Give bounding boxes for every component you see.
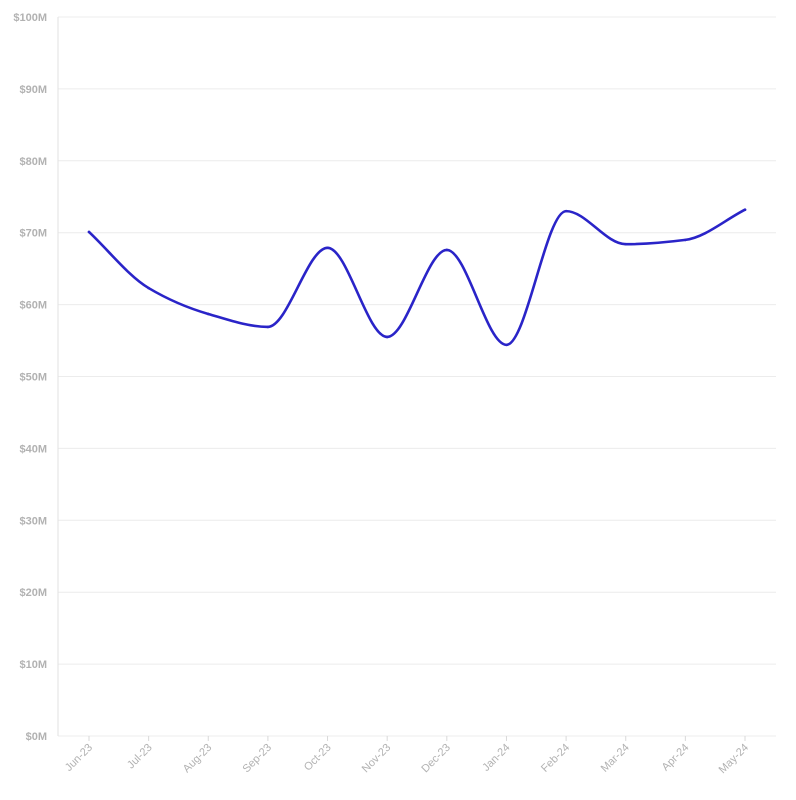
x-tick-label: Jan-24: [480, 742, 512, 774]
data-point-Aug-23: [206, 312, 210, 316]
x-tick-label: Oct-23: [302, 742, 334, 774]
series-line-0: [87, 208, 747, 347]
y-tick-label: $30M: [19, 515, 47, 527]
y-tick-label: $50M: [19, 372, 47, 384]
data-point-Jul-23: [147, 286, 150, 290]
x-tick-label: Jun-23: [63, 742, 95, 774]
y-tick-label: $60M: [19, 300, 47, 312]
x-axis-tick-labels: Jun-23 Jul-23 Aug-23 Sep-23 Oct-23 Nov-23 Dec-…: [63, 742, 751, 776]
x-tick-label: Sep-23: [240, 742, 274, 776]
x-tick-label: Dec-23: [419, 742, 453, 776]
x-tick-label: Aug-23: [181, 742, 215, 776]
data-point-Dec-23: [445, 248, 449, 252]
y-tick-label: $20M: [19, 587, 47, 599]
data-point-Oct-23: [326, 246, 329, 250]
y-tick-label: $80M: [19, 156, 47, 168]
y-tick-label: $40M: [19, 443, 47, 455]
y-tick-label: $90M: [19, 84, 47, 96]
y-tick-label: $0M: [26, 731, 47, 743]
data-point-Apr-24: [684, 238, 687, 242]
data-point-Sep-23: [266, 325, 270, 329]
data-point-Jun-23: [87, 230, 91, 234]
data-point-Mar-24: [624, 242, 628, 246]
y-axis-tick-labels: $0M $10M $20M $30M $40M $50M $60M $70M $80M $90M $…: [13, 12, 47, 743]
y-tick-label: $70M: [19, 228, 47, 240]
axes: [57, 17, 746, 741]
x-tick-label: Mar-24: [599, 742, 632, 775]
data-point-May-24: [743, 208, 747, 211]
data-point-Nov-23: [385, 335, 389, 339]
x-tick-label: Apr-24: [660, 742, 692, 774]
x-tick-label: Nov-23: [360, 742, 394, 776]
y-tick-label: $100M: [13, 12, 47, 24]
x-tick-label: Jul-23: [125, 742, 155, 772]
series-lines: [87, 208, 747, 347]
grid-lines: [58, 16, 776, 737]
data-point-Feb-24: [564, 209, 568, 213]
x-tick-label: Feb-24: [539, 742, 572, 775]
data-point-Jan-24: [505, 343, 508, 347]
x-tick-label: May-24: [717, 742, 751, 776]
y-tick-label: $10M: [19, 659, 47, 671]
